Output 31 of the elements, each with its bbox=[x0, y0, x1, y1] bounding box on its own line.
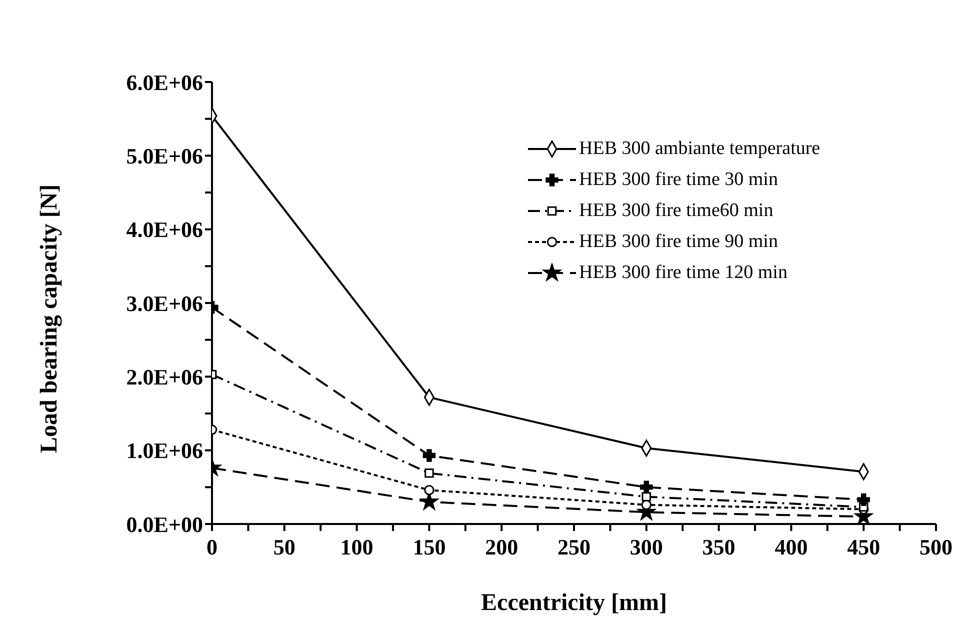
x-tick-label: 300 bbox=[630, 534, 663, 560]
y-axis-title: Load bearing capacity [N] bbox=[36, 184, 63, 453]
point bbox=[422, 449, 436, 462]
y-tick-label: 4.0E+06 bbox=[126, 217, 203, 242]
x-tick-label: 50 bbox=[273, 534, 296, 560]
x-tick-label: 450 bbox=[847, 534, 880, 560]
x-tick-label: 400 bbox=[774, 534, 808, 560]
point bbox=[424, 468, 434, 478]
legend-label: HEB 300 fire time 90 min bbox=[579, 230, 778, 254]
x-axis-title: Eccentricity [mm] bbox=[481, 590, 667, 616]
x-tick-label: 0 bbox=[206, 534, 218, 560]
y-tick-label: 5.0E+06 bbox=[126, 143, 203, 168]
legend-label: HEB 300 fire time 120 min bbox=[579, 261, 788, 285]
x-tick-label: 500 bbox=[920, 534, 952, 560]
y-tick-label: 0.0E+00 bbox=[126, 512, 203, 537]
point bbox=[642, 492, 652, 502]
y-tick-label: 6.0E+06 bbox=[126, 70, 203, 95]
x-tick-label: 250 bbox=[558, 534, 590, 560]
x-tick-label: 100 bbox=[340, 534, 374, 560]
legend-label: HEB 300 fire time60 min bbox=[579, 199, 774, 223]
y-tick-label: 1.0E+06 bbox=[126, 438, 203, 464]
legend-label: HEB 300 ambiante temperature bbox=[579, 137, 820, 161]
x-tick-label: 350 bbox=[702, 534, 736, 560]
point bbox=[857, 493, 870, 506]
point bbox=[640, 480, 653, 494]
y-tick-label: 3.0E+06 bbox=[126, 290, 203, 316]
y-tick-label: 2.0E+06 bbox=[126, 364, 203, 390]
x-tick-label: 200 bbox=[485, 534, 518, 560]
x-tick-label: 150 bbox=[412, 534, 446, 560]
point bbox=[424, 485, 434, 496]
legend-label: HEB 300 fire time 30 min bbox=[579, 168, 778, 192]
